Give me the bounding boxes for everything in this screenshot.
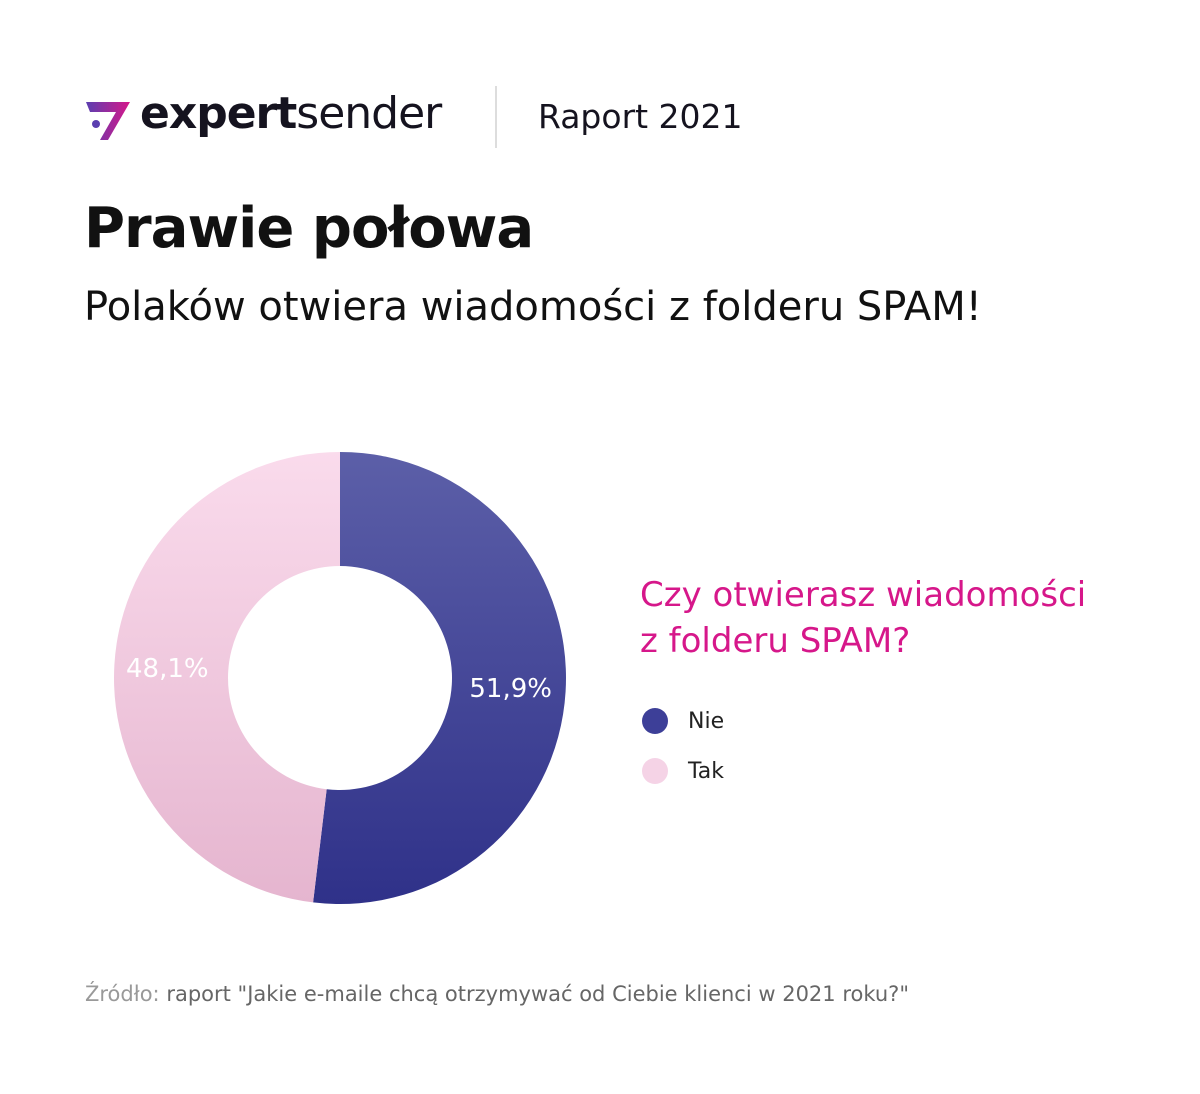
page-subtitle: Polaków otwiera wiadomości z folderu SPA… bbox=[84, 284, 982, 330]
legend-swatch-nie bbox=[642, 708, 668, 734]
brand-name: expertsender bbox=[140, 88, 442, 139]
chart-question: Czy otwierasz wiadomości z folderu SPAM? bbox=[640, 572, 1086, 664]
legend-item-tak: Tak bbox=[642, 758, 724, 784]
source-text: raport "Jakie e-maile chcą otrzymywać od… bbox=[166, 982, 909, 1006]
data-label-tak: 48,1% bbox=[126, 654, 209, 684]
data-label-nie: 51,9% bbox=[469, 674, 552, 704]
legend-label-tak: Tak bbox=[688, 758, 725, 784]
slice-tak bbox=[113, 452, 340, 903]
legend-label-nie: Nie bbox=[688, 708, 725, 734]
page-title: Prawie połowa bbox=[84, 196, 534, 261]
source-label: Źródło: bbox=[85, 982, 160, 1006]
legend-swatch-tak bbox=[642, 758, 668, 784]
expertsender-logo-icon bbox=[86, 102, 130, 140]
divider bbox=[495, 86, 497, 148]
question-line-1: Czy otwierasz wiadomości bbox=[640, 575, 1087, 615]
source-note: Źródło: raport "Jakie e-maile chcą otrzy… bbox=[85, 982, 909, 1006]
donut-chart: 51,9% 48,1% bbox=[113, 452, 566, 904]
legend-item-nie: Nie bbox=[642, 708, 724, 734]
question-line-2: z folderu SPAM? bbox=[640, 621, 911, 661]
slice-nie bbox=[313, 452, 566, 904]
report-label: Raport 2021 bbox=[538, 97, 743, 136]
